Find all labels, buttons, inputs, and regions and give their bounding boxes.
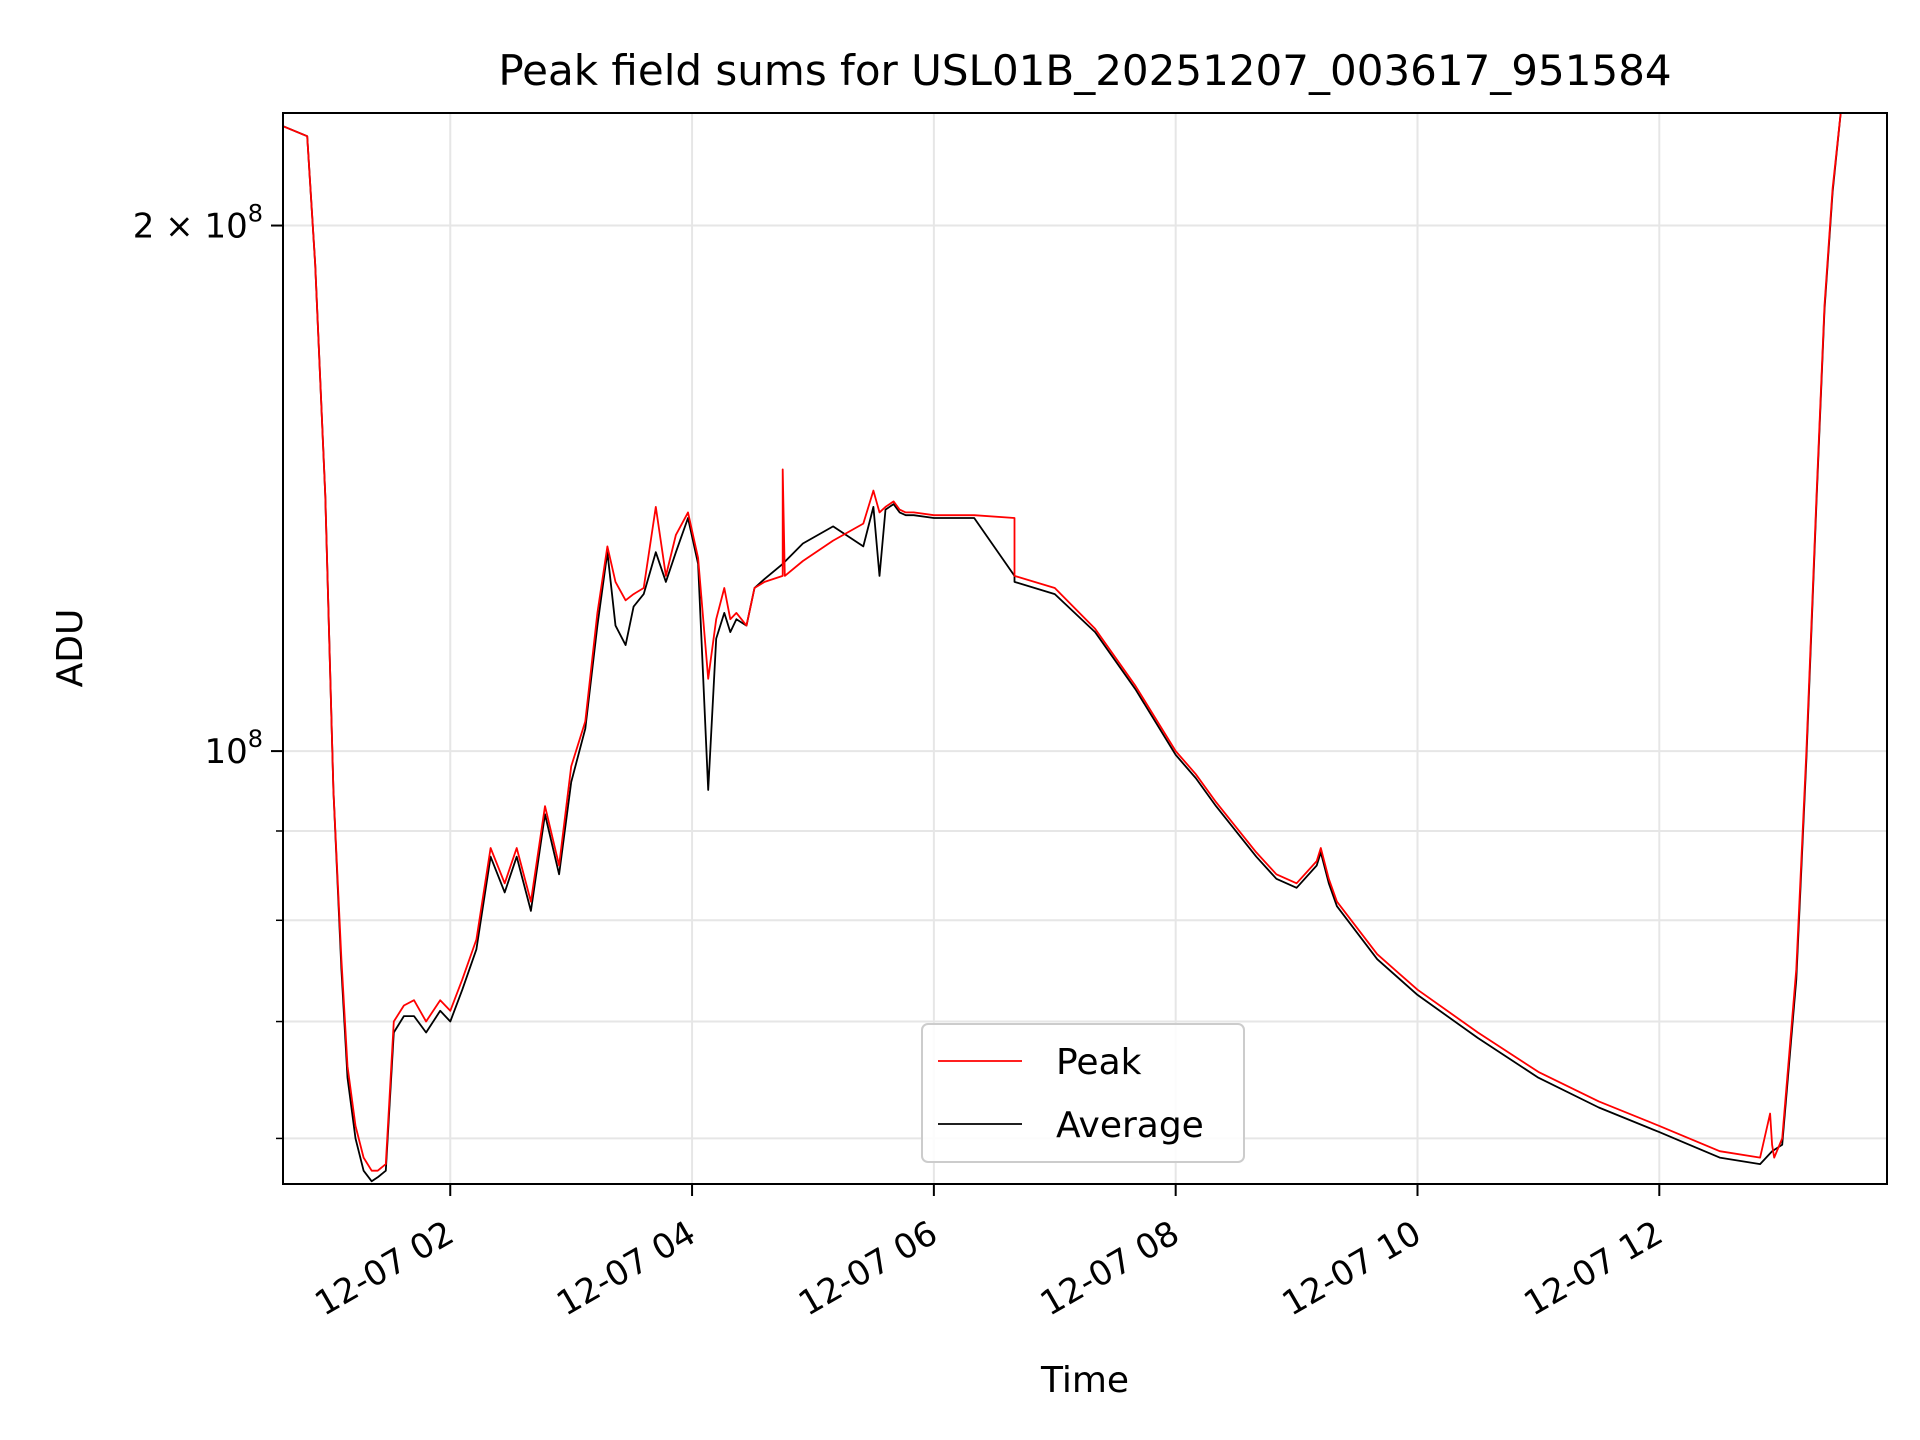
- y-tick-label: 2 × 108: [133, 200, 263, 247]
- legend: Peak Average: [921, 1023, 1245, 1163]
- y-tick-label: 108: [204, 725, 263, 772]
- y-axis-label: ADU: [50, 609, 91, 688]
- legend-label-average: Average: [1056, 1105, 1204, 1146]
- plot-frame: [282, 112, 1888, 1185]
- chart-title: Peak field sums for USL01B_20251207_0036…: [498, 46, 1671, 95]
- legend-box: [921, 1023, 1245, 1163]
- grid: [283, 113, 1887, 1184]
- series-line-peak: [283, 113, 1887, 1172]
- series-layer: [283, 113, 1887, 1183]
- legend-label-peak: Peak: [1056, 1042, 1142, 1083]
- x-axis-label: Time: [1040, 1360, 1129, 1401]
- y-axis: 2 × 108 108: [133, 200, 283, 1140]
